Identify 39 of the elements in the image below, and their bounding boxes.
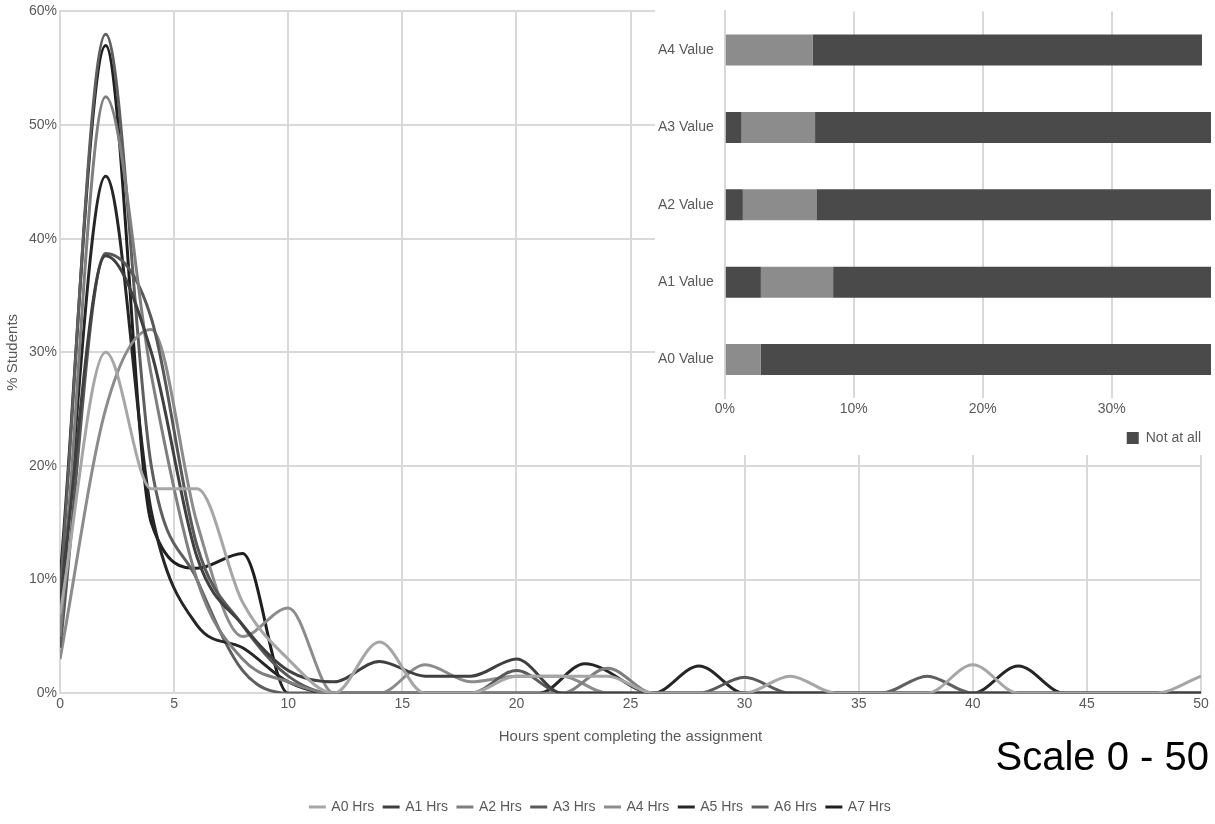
x-tick-label: 50: [1193, 695, 1209, 712]
y-tick-label: 20%: [28, 456, 58, 473]
x-tick-label: 5: [170, 695, 179, 712]
legend-label: A6 Hrs: [774, 797, 817, 814]
y-tick-label: 50%: [28, 115, 58, 132]
y-tick-label: 30%: [28, 343, 58, 360]
y-tick-label: 40%: [28, 229, 58, 246]
x-tick-label: 10: [280, 695, 297, 712]
x-tick-label: 45: [1079, 695, 1095, 712]
legend-label: A2 Hrs: [478, 797, 522, 814]
x-tick-label: 0%: [714, 400, 735, 417]
x-tick-label: 20: [508, 695, 525, 712]
x-axis-title: Hours spent completing the assignment: [498, 727, 764, 745]
legend-label: Not at all: [1145, 428, 1201, 445]
y-tick-label: A3 Value: [658, 118, 714, 135]
x-tick-label: 25: [622, 695, 639, 712]
y-tick-label: 60%: [28, 2, 58, 19]
x-tick-label: 10%: [839, 400, 868, 417]
y-tick-label: A2 Value: [658, 195, 714, 212]
y-tick-label: A0 Value: [658, 350, 714, 367]
x-tick-label: 40: [965, 695, 981, 712]
x-tick-label: 0: [56, 695, 65, 712]
y-tick-label: A1 Value: [658, 273, 714, 290]
legend-label: A4 Hrs: [626, 797, 670, 814]
x-tick-label: 30%: [1097, 400, 1126, 417]
y-axis-title: % Students: [3, 313, 21, 391]
y-tick-label: 0%: [36, 684, 58, 701]
legend-label: A0 Hrs: [331, 797, 375, 814]
legend-label: A5 Hrs: [700, 797, 744, 814]
x-tick-label: 20%: [968, 400, 997, 417]
legend-label: A1 Hrs: [405, 797, 448, 814]
legend-label: A3 Hrs: [552, 797, 596, 814]
y-tick-label: 10%: [28, 570, 58, 587]
x-tick-label: 30: [736, 695, 753, 712]
y-tick-label: A4 Value: [658, 40, 714, 57]
legend-label: A7 Hrs: [847, 797, 891, 814]
x-tick-label: 15: [394, 695, 411, 712]
x-tick-label: 35: [850, 695, 867, 712]
text: Scale 0 - 50: [995, 734, 1209, 779]
